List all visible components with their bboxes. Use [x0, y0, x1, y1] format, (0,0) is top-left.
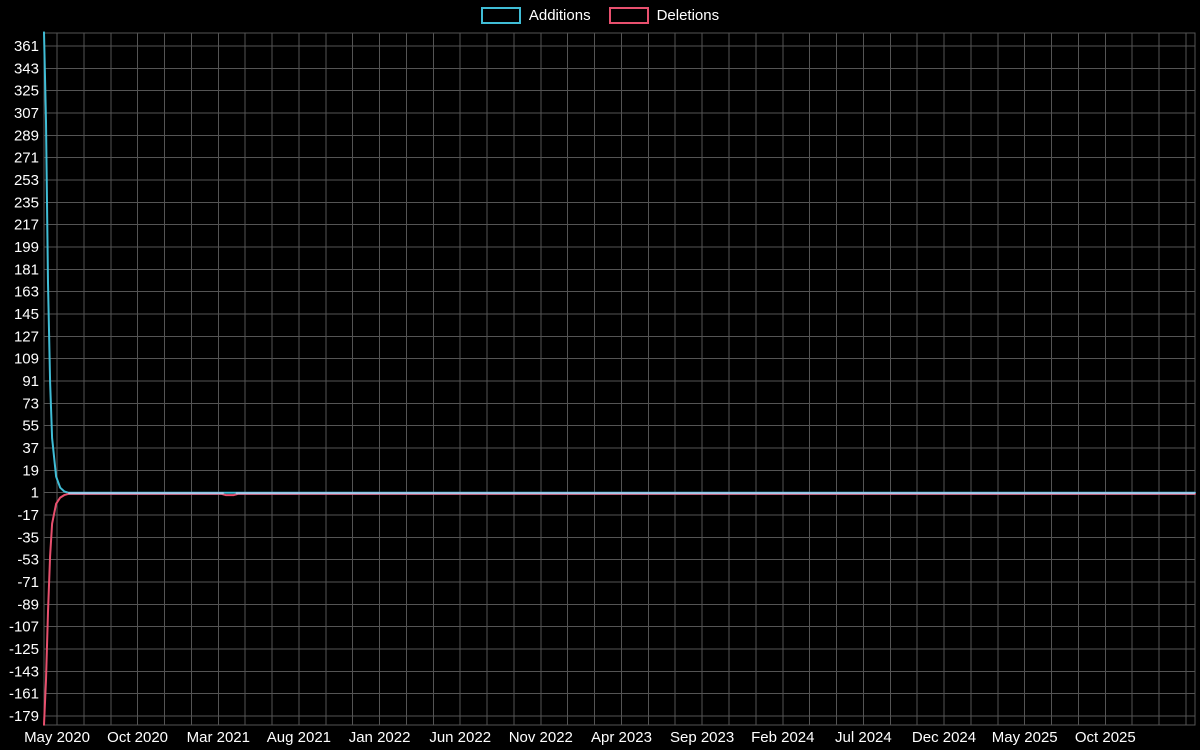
y-tick-label: 127 — [14, 328, 39, 345]
y-tick-label: 181 — [14, 261, 39, 278]
series-line-additions — [43, 31, 1196, 494]
x-tick-label: Apr 2023 — [591, 729, 652, 746]
y-tick-label: -125 — [9, 641, 39, 658]
legend-label-deletions: Deletions — [656, 7, 720, 24]
y-tick-label: 307 — [14, 105, 39, 122]
y-tick-label: -35 — [17, 529, 39, 546]
y-tick-label: -53 — [17, 552, 39, 569]
y-tick-label: 73 — [22, 395, 39, 412]
x-tick-label: Jun 2022 — [429, 729, 491, 746]
y-tick-label: -161 — [9, 686, 39, 703]
x-tick-label: Mar 2021 — [187, 729, 250, 746]
y-tick-label: -179 — [9, 708, 39, 725]
y-tick-label: 289 — [14, 127, 39, 144]
x-tick-label: Oct 2025 — [1075, 729, 1136, 746]
x-tick-label: Dec 2024 — [912, 729, 976, 746]
x-tick-label: Feb 2024 — [751, 729, 814, 746]
x-tick-label: Oct 2020 — [107, 729, 168, 746]
y-tick-label: 271 — [14, 150, 39, 167]
x-tick-label: Nov 2022 — [509, 729, 573, 746]
y-tick-label: -143 — [9, 663, 39, 680]
y-tick-label: 217 — [14, 217, 39, 234]
x-tick-label: Jul 2024 — [835, 729, 892, 746]
y-tick-label: 19 — [22, 462, 39, 479]
y-tick-label: 235 — [14, 194, 39, 211]
y-tick-label: -89 — [17, 596, 39, 613]
y-tick-label: -107 — [9, 619, 39, 636]
additions-swatch-icon — [480, 7, 521, 24]
y-tick-label: 253 — [14, 172, 39, 189]
x-tick-label: Sep 2023 — [670, 729, 734, 746]
legend-item-additions[interactable]: Additions — [480, 7, 591, 24]
y-tick-label: 199 — [14, 239, 39, 256]
deletions-swatch-icon — [608, 7, 649, 24]
legend-item-deletions[interactable]: Deletions — [608, 7, 720, 24]
series-line-deletions — [43, 492, 1196, 726]
y-tick-label: -17 — [17, 507, 39, 524]
y-tick-label: -71 — [17, 574, 39, 591]
x-tick-label: Aug 2021 — [267, 729, 331, 746]
y-tick-label: 55 — [22, 418, 39, 435]
y-tick-label: 163 — [14, 284, 39, 301]
y-tick-label: 109 — [14, 351, 39, 368]
y-tick-label: 325 — [14, 83, 39, 100]
y-tick-label: 37 — [22, 440, 39, 457]
x-tick-label: May 2025 — [992, 729, 1058, 746]
gridlines — [43, 32, 1196, 726]
x-axis: May 2020 Oct 2020 Mar 2021 Aug 2021 Jan 2022… — [24, 729, 1136, 746]
y-axis: 361 343 325 307 289 271 253 235 217 199 181 163 145 1… — [9, 38, 39, 725]
legend-label-additions: Additions — [528, 7, 591, 24]
legend: Additions Deletions — [0, 7, 1200, 24]
y-tick-label: 361 — [14, 38, 39, 55]
y-tick-label: 343 — [14, 60, 39, 77]
y-tick-label: 91 — [22, 373, 39, 390]
y-tick-label: 1 — [31, 485, 39, 502]
x-tick-label: Jan 2022 — [349, 729, 411, 746]
y-tick-label: 145 — [14, 306, 39, 323]
x-tick-label: May 2020 — [24, 729, 90, 746]
